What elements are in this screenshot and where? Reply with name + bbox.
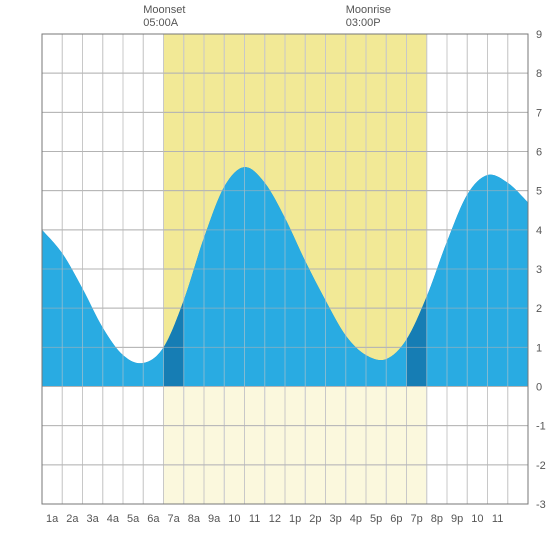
- svg-text:2: 2: [536, 303, 542, 315]
- svg-text:6a: 6a: [147, 513, 160, 525]
- svg-text:8: 8: [536, 68, 542, 80]
- svg-text:10: 10: [471, 513, 483, 525]
- svg-text:5p: 5p: [370, 513, 382, 525]
- tide-chart: -3-2-101234567891a2a3a4a5a6a7a8a9a101112…: [0, 0, 550, 550]
- chart-svg: -3-2-101234567891a2a3a4a5a6a7a8a9a101112…: [0, 0, 550, 550]
- svg-text:9a: 9a: [208, 513, 221, 525]
- svg-text:2a: 2a: [66, 513, 79, 525]
- svg-text:5: 5: [536, 186, 542, 198]
- svg-text:3a: 3a: [87, 513, 100, 525]
- moonset-header: Moonset 05:00A: [143, 4, 185, 30]
- svg-text:4: 4: [536, 225, 542, 237]
- svg-text:4a: 4a: [107, 513, 120, 525]
- svg-text:12: 12: [269, 513, 281, 525]
- svg-text:8p: 8p: [431, 513, 443, 525]
- svg-text:1p: 1p: [289, 513, 301, 525]
- svg-text:7: 7: [536, 107, 542, 119]
- svg-text:7a: 7a: [168, 513, 181, 525]
- svg-text:6: 6: [536, 147, 542, 159]
- svg-text:11: 11: [249, 513, 260, 525]
- svg-text:-1: -1: [536, 421, 546, 433]
- svg-text:1: 1: [536, 342, 542, 354]
- svg-text:4p: 4p: [350, 513, 362, 525]
- moonrise-header: Moonrise 03:00P: [346, 4, 391, 30]
- moonset-time: 05:00A: [143, 17, 185, 30]
- svg-text:11: 11: [492, 513, 503, 525]
- svg-text:3: 3: [536, 264, 542, 276]
- svg-text:2p: 2p: [309, 513, 321, 525]
- svg-text:9p: 9p: [451, 513, 463, 525]
- svg-text:10: 10: [228, 513, 240, 525]
- svg-text:-3: -3: [536, 499, 546, 511]
- svg-text:6p: 6p: [390, 513, 402, 525]
- svg-text:5a: 5a: [127, 513, 140, 525]
- svg-text:9: 9: [536, 29, 542, 41]
- svg-text:-2: -2: [536, 460, 546, 472]
- svg-text:8a: 8a: [188, 513, 201, 525]
- svg-text:1a: 1a: [46, 513, 59, 525]
- moonrise-time: 03:00P: [346, 17, 391, 30]
- svg-text:3p: 3p: [330, 513, 342, 525]
- svg-text:0: 0: [536, 382, 542, 394]
- moonrise-label: Moonrise: [346, 4, 391, 17]
- svg-text:7p: 7p: [411, 513, 423, 525]
- moonset-label: Moonset: [143, 4, 185, 17]
